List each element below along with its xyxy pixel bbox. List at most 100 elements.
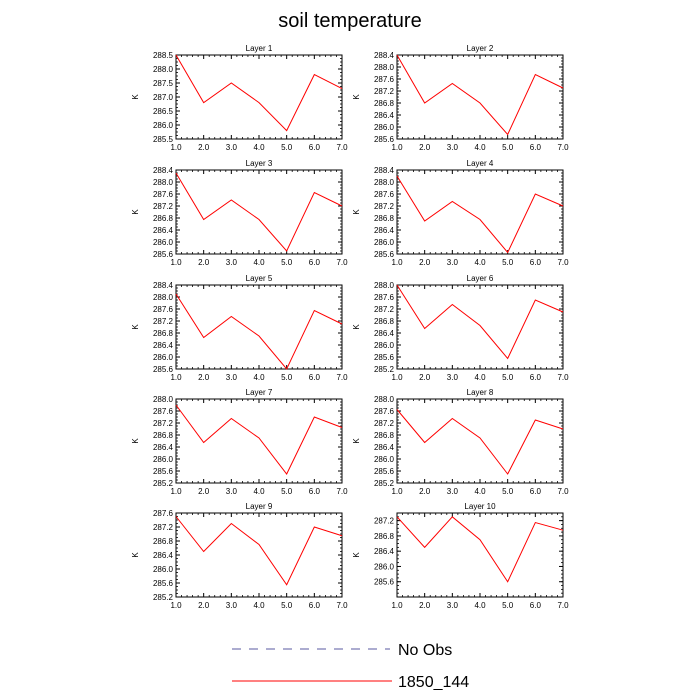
x-tick-label: 3.0 <box>226 487 238 496</box>
x-tick-label: 4.0 <box>253 143 265 152</box>
y-tick-label: 287.6 <box>153 190 174 199</box>
figure-title: soil temperature <box>278 10 421 32</box>
y-tick-label: 286.8 <box>374 532 395 541</box>
x-tick-label: 4.0 <box>253 487 265 496</box>
x-tick-label: 5.0 <box>502 373 514 382</box>
series-line-1850-144 <box>175 404 343 475</box>
x-tick-label: 6.0 <box>309 373 321 382</box>
y-tick-label: 288.5 <box>153 51 174 60</box>
y-tick-label: 286.0 <box>374 562 395 571</box>
series-line-1850-144 <box>175 516 343 586</box>
plot-frame <box>396 169 564 255</box>
y-tick-label: 286.0 <box>153 121 174 130</box>
x-tick-label: 5.0 <box>281 373 293 382</box>
y-tick-label: 286.8 <box>153 431 174 440</box>
x-tick-label: 1.0 <box>170 143 182 152</box>
x-tick-label: 6.0 <box>530 143 542 152</box>
y-tick-label: 288.0 <box>153 395 174 404</box>
y-tick-label: 285.2 <box>153 593 174 602</box>
chart-panel: Layer 8 K 1.0 2.0 3.0 4.0 5.0 6.0 7.0 285.2 285.6 2… <box>352 388 569 496</box>
chart-panel: Layer 4 K 1.0 2.0 3.0 4.0 5.0 6.0 7.0 285.6 286.0 2… <box>352 159 569 267</box>
y-tick-label: 285.6 <box>374 467 395 476</box>
x-tick-label: 5.0 <box>502 258 514 267</box>
chart-panel: Layer 10 K 1.0 2.0 3.0 4.0 5.0 6.0 7.0 285.6 286.0… <box>352 502 569 610</box>
x-tick-label: 7.0 <box>557 373 569 382</box>
x-tick-label: 3.0 <box>447 258 459 267</box>
y-tick-label: 286.8 <box>374 431 395 440</box>
x-tick-label: 2.0 <box>419 487 431 496</box>
y-axis-label: K <box>352 552 361 558</box>
chart-panel: Layer 5 K 1.0 2.0 3.0 4.0 5.0 6.0 7.0 285.6 286.0 2… <box>131 274 348 382</box>
plot-frame <box>175 284 343 370</box>
y-tick-label: 287.2 <box>374 419 395 428</box>
series-line-1850-144 <box>175 172 343 252</box>
y-tick-label: 286.8 <box>153 537 174 546</box>
panel-title: Layer 9 <box>246 502 273 511</box>
y-axis-label: K <box>131 94 140 100</box>
y-tick-label: 288.0 <box>153 65 174 74</box>
x-tick-label: 7.0 <box>557 601 569 610</box>
x-tick-label: 4.0 <box>474 601 486 610</box>
y-tick-label: 286.0 <box>374 238 395 247</box>
y-tick-label: 286.0 <box>374 341 395 350</box>
y-tick-label: 285.6 <box>153 579 174 588</box>
y-tick-label: 287.0 <box>153 93 174 102</box>
chart-panel: Layer 3 K 1.0 2.0 3.0 4.0 5.0 6.0 7.0 285.6 286.0 2… <box>131 159 348 267</box>
y-tick-label: 287.6 <box>374 293 395 302</box>
y-tick-label: 286.8 <box>153 214 174 223</box>
y-tick-label: 286.4 <box>374 547 395 556</box>
x-tick-label: 2.0 <box>198 487 210 496</box>
x-tick-label: 7.0 <box>557 143 569 152</box>
y-tick-label: 286.4 <box>153 341 174 350</box>
y-tick-label: 287.2 <box>153 523 174 532</box>
y-tick-label: 286.0 <box>153 238 174 247</box>
y-tick-label: 287.2 <box>374 305 395 314</box>
y-tick-label: 287.2 <box>374 87 395 96</box>
series-line-1850-144 <box>396 54 564 136</box>
legend: No Obs 1850_144 <box>232 642 469 691</box>
series-line-1850-144 <box>396 284 564 360</box>
y-tick-label: 288.0 <box>374 395 395 404</box>
y-tick-label: 287.5 <box>153 79 174 88</box>
chart-panel: Layer 9 K 1.0 2.0 3.0 4.0 5.0 6.0 7.0 285.2 285.6 2… <box>131 502 348 610</box>
x-tick-label: 3.0 <box>447 487 459 496</box>
x-tick-label: 1.0 <box>170 258 182 267</box>
panel-title: Layer 4 <box>467 159 494 168</box>
x-tick-label: 1.0 <box>391 373 403 382</box>
x-tick-label: 4.0 <box>253 373 265 382</box>
x-tick-label: 4.0 <box>474 143 486 152</box>
y-tick-label: 285.6 <box>153 365 174 374</box>
x-tick-label: 5.0 <box>502 601 514 610</box>
x-tick-label: 1.0 <box>170 601 182 610</box>
x-tick-label: 5.0 <box>281 258 293 267</box>
x-tick-label: 5.0 <box>502 143 514 152</box>
plot-frame <box>396 512 564 598</box>
y-axis-label: K <box>352 324 361 330</box>
x-tick-label: 2.0 <box>198 373 210 382</box>
x-tick-label: 3.0 <box>447 143 459 152</box>
y-tick-label: 285.6 <box>153 250 174 259</box>
x-tick-label: 3.0 <box>226 258 238 267</box>
panel-title: Layer 7 <box>246 388 273 397</box>
y-tick-label: 285.6 <box>374 353 395 362</box>
plot-frame <box>175 169 343 255</box>
x-tick-label: 4.0 <box>474 487 486 496</box>
x-tick-label: 6.0 <box>530 601 542 610</box>
chart-panel: Layer 6 K 1.0 2.0 3.0 4.0 5.0 6.0 7.0 285.2 285.6 2… <box>352 274 569 382</box>
x-tick-label: 6.0 <box>309 487 321 496</box>
x-tick-label: 6.0 <box>309 601 321 610</box>
x-tick-label: 7.0 <box>557 258 569 267</box>
y-tick-label: 288.4 <box>153 281 174 290</box>
y-tick-label: 286.8 <box>153 329 174 338</box>
y-tick-label: 286.0 <box>153 353 174 362</box>
y-tick-label: 285.2 <box>374 365 395 374</box>
y-axis-label: K <box>352 209 361 215</box>
x-tick-label: 4.0 <box>474 258 486 267</box>
x-tick-label: 7.0 <box>336 487 348 496</box>
y-tick-label: 287.6 <box>374 190 395 199</box>
y-axis-label: K <box>131 324 140 330</box>
y-tick-label: 286.8 <box>374 317 395 326</box>
x-tick-label: 1.0 <box>391 258 403 267</box>
y-tick-label: 285.2 <box>374 479 395 488</box>
x-tick-label: 1.0 <box>391 487 403 496</box>
